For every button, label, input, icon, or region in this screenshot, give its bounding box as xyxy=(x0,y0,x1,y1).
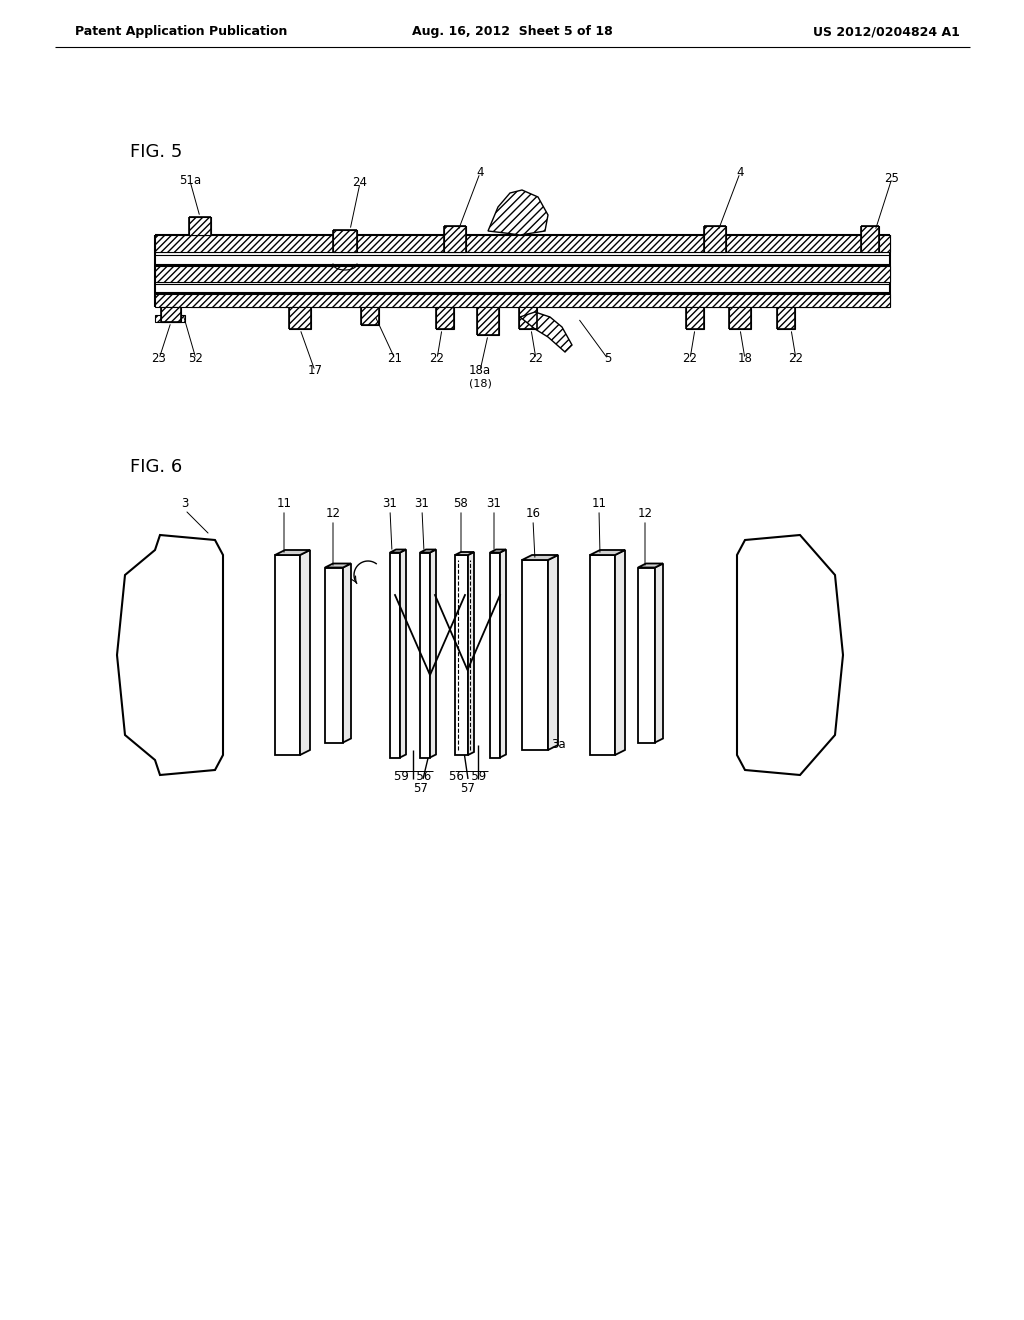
Text: 3a: 3a xyxy=(551,738,565,751)
Text: 22: 22 xyxy=(429,352,444,366)
Bar xyxy=(155,255,890,264)
Text: 5: 5 xyxy=(604,352,611,366)
Polygon shape xyxy=(548,554,558,750)
Text: 57: 57 xyxy=(414,783,428,796)
Bar xyxy=(361,308,379,325)
Bar xyxy=(289,308,311,329)
Text: 12: 12 xyxy=(638,507,652,520)
Text: FIG. 5: FIG. 5 xyxy=(130,143,182,161)
Text: 51a: 51a xyxy=(179,174,201,187)
Polygon shape xyxy=(655,564,663,742)
Text: 56  59: 56 59 xyxy=(450,771,486,784)
Bar xyxy=(444,226,466,252)
Text: 31: 31 xyxy=(415,498,429,510)
Bar xyxy=(729,308,751,329)
Text: 22: 22 xyxy=(683,352,697,366)
Bar xyxy=(777,308,795,329)
Bar xyxy=(705,226,726,252)
Text: 16: 16 xyxy=(525,507,541,520)
Polygon shape xyxy=(590,550,625,554)
Text: 57: 57 xyxy=(461,783,475,796)
Polygon shape xyxy=(117,535,223,775)
Text: FIG. 6: FIG. 6 xyxy=(130,458,182,477)
Polygon shape xyxy=(490,553,500,758)
Polygon shape xyxy=(520,312,572,352)
Bar xyxy=(155,308,191,312)
Bar xyxy=(477,308,499,335)
Polygon shape xyxy=(468,552,474,755)
Bar xyxy=(333,230,357,252)
Text: Patent Application Publication: Patent Application Publication xyxy=(75,25,288,38)
Text: 31: 31 xyxy=(383,498,397,510)
Polygon shape xyxy=(522,560,548,750)
Polygon shape xyxy=(638,564,663,568)
Polygon shape xyxy=(390,553,400,758)
Polygon shape xyxy=(325,564,351,568)
Text: 3: 3 xyxy=(181,498,188,510)
Text: 59  56: 59 56 xyxy=(394,771,432,784)
Bar xyxy=(436,308,454,329)
Bar xyxy=(519,308,537,329)
Text: 18: 18 xyxy=(737,352,753,366)
Text: 24: 24 xyxy=(352,177,368,190)
Text: 22: 22 xyxy=(788,352,804,366)
Text: (18): (18) xyxy=(469,378,492,388)
Polygon shape xyxy=(325,568,343,742)
Text: US 2012/0204824 A1: US 2012/0204824 A1 xyxy=(813,25,961,38)
Text: 17: 17 xyxy=(307,364,323,378)
Text: 4: 4 xyxy=(736,166,743,180)
Bar xyxy=(155,267,890,282)
Text: 11: 11 xyxy=(276,498,292,510)
Text: 31: 31 xyxy=(486,498,502,510)
Bar xyxy=(155,284,890,292)
Polygon shape xyxy=(737,535,843,775)
Polygon shape xyxy=(400,549,406,758)
Text: 21: 21 xyxy=(387,352,402,366)
Text: 58: 58 xyxy=(454,498,468,510)
Bar xyxy=(155,294,890,308)
Polygon shape xyxy=(500,549,506,758)
Text: 12: 12 xyxy=(326,507,341,520)
Polygon shape xyxy=(455,554,468,755)
Bar xyxy=(161,308,181,322)
Bar xyxy=(189,216,211,235)
Polygon shape xyxy=(638,568,655,742)
Polygon shape xyxy=(430,549,436,758)
Text: 52: 52 xyxy=(188,352,204,366)
Bar xyxy=(155,235,890,252)
Bar xyxy=(155,315,185,322)
Polygon shape xyxy=(455,552,474,554)
Text: Aug. 16, 2012  Sheet 5 of 18: Aug. 16, 2012 Sheet 5 of 18 xyxy=(412,25,612,38)
Polygon shape xyxy=(420,549,436,553)
Polygon shape xyxy=(420,553,430,758)
Text: 18a: 18a xyxy=(469,364,492,378)
Text: 23: 23 xyxy=(152,352,167,366)
Text: 11: 11 xyxy=(592,498,606,510)
Polygon shape xyxy=(488,190,548,235)
Text: 22: 22 xyxy=(528,352,544,366)
Polygon shape xyxy=(275,554,300,755)
Text: 25: 25 xyxy=(885,172,899,185)
Polygon shape xyxy=(522,554,558,560)
Bar xyxy=(686,308,705,329)
Polygon shape xyxy=(390,549,406,553)
Polygon shape xyxy=(300,550,310,755)
Polygon shape xyxy=(343,564,351,742)
Polygon shape xyxy=(615,550,625,755)
Text: 4: 4 xyxy=(476,166,483,180)
Polygon shape xyxy=(590,554,615,755)
Polygon shape xyxy=(275,550,310,554)
Bar xyxy=(861,226,879,252)
Polygon shape xyxy=(490,549,506,553)
